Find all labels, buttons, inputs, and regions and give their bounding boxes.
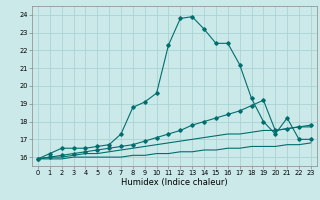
X-axis label: Humidex (Indice chaleur): Humidex (Indice chaleur) [121, 178, 228, 187]
